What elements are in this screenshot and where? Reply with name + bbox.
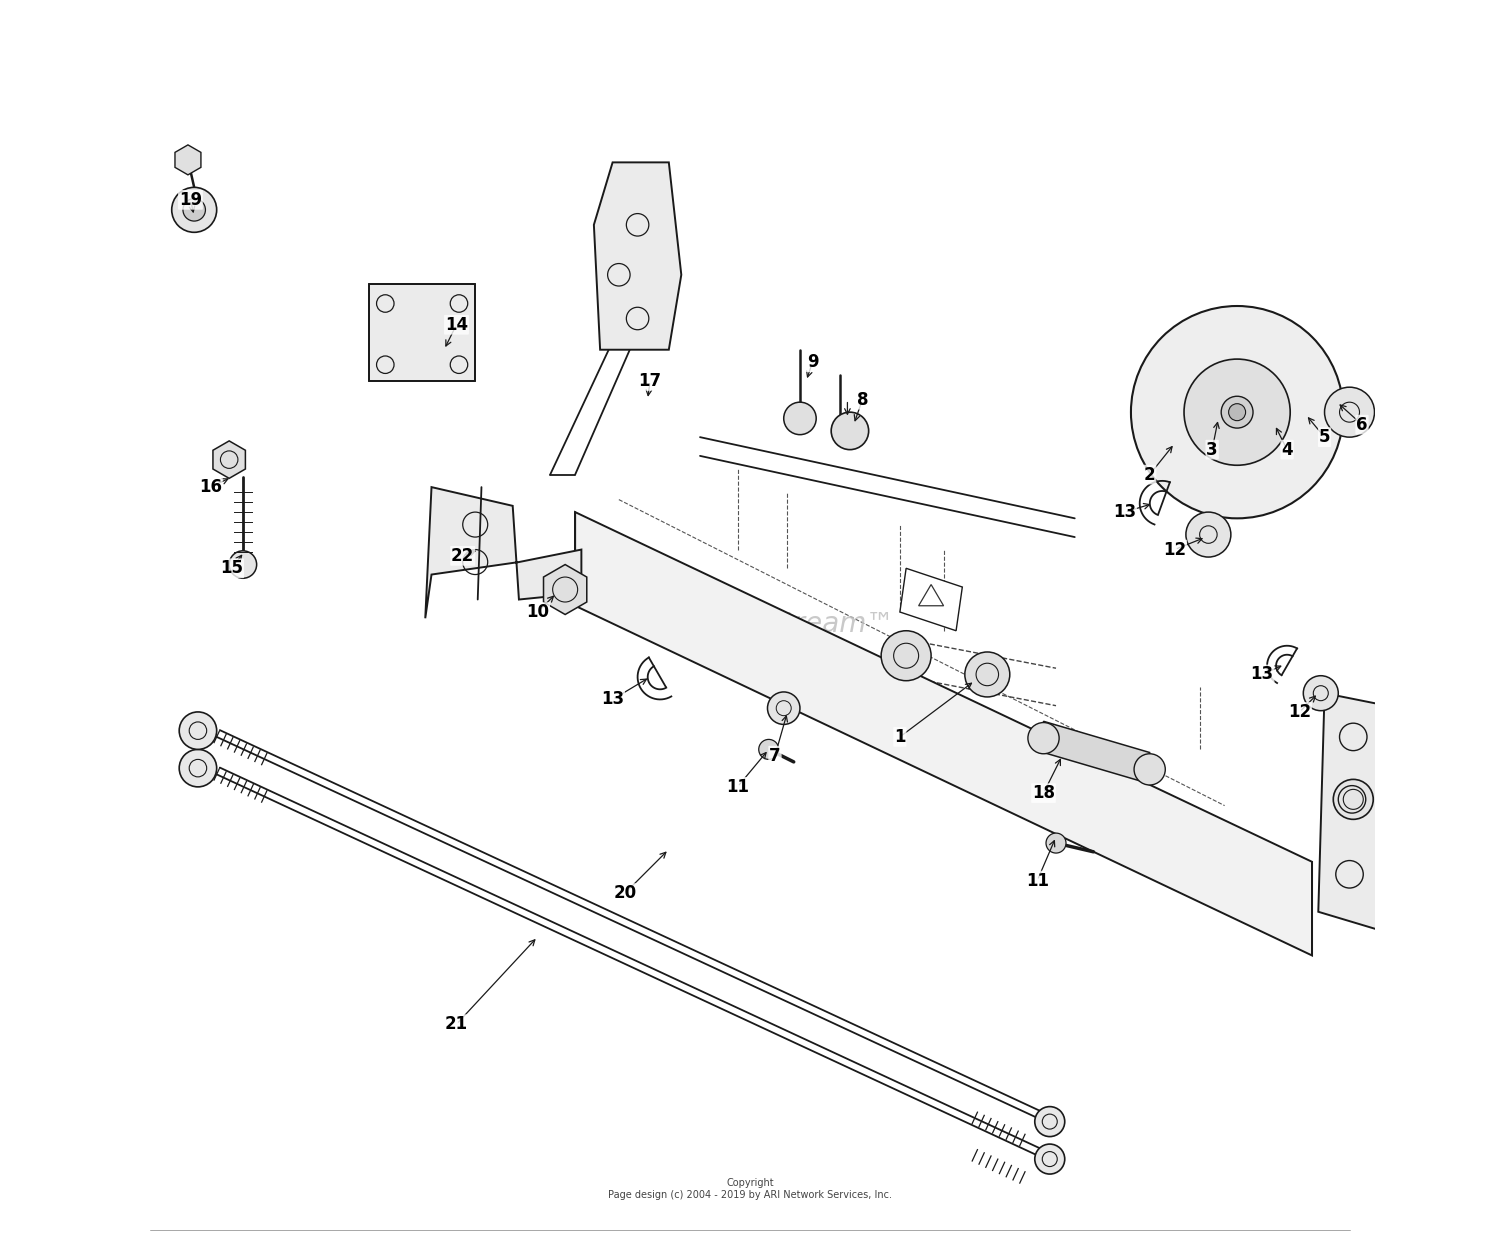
Circle shape <box>1184 360 1290 466</box>
Circle shape <box>783 402 816 435</box>
Text: 16: 16 <box>200 478 222 496</box>
Circle shape <box>1186 512 1231 557</box>
Text: Copyright
Page design (c) 2004 - 2019 by ARI Network Services, Inc.: Copyright Page design (c) 2004 - 2019 by… <box>608 1178 892 1200</box>
Text: 13: 13 <box>1113 503 1137 521</box>
Text: 19: 19 <box>178 191 203 209</box>
Text: 21: 21 <box>446 1015 468 1033</box>
Circle shape <box>964 652 1010 697</box>
Text: 2: 2 <box>1144 466 1155 483</box>
Text: 12: 12 <box>1162 541 1186 558</box>
Text: 9: 9 <box>807 353 819 371</box>
Circle shape <box>831 412 868 450</box>
Circle shape <box>230 551 256 578</box>
Bar <box>369 284 476 381</box>
Circle shape <box>1028 722 1059 754</box>
Circle shape <box>1046 833 1066 853</box>
Circle shape <box>1131 306 1344 518</box>
Text: 1: 1 <box>894 728 906 746</box>
Circle shape <box>1035 1144 1065 1174</box>
Text: 12: 12 <box>1288 703 1311 721</box>
Circle shape <box>1386 392 1425 432</box>
Text: 14: 14 <box>446 316 468 333</box>
Text: 8: 8 <box>856 391 868 408</box>
Text: 11: 11 <box>1026 872 1048 889</box>
Text: 10: 10 <box>526 603 549 621</box>
Text: 7: 7 <box>770 747 782 764</box>
Text: 4: 4 <box>1281 441 1293 458</box>
Circle shape <box>183 199 206 221</box>
Circle shape <box>1443 400 1468 425</box>
Circle shape <box>1304 676 1338 711</box>
Bar <box>369 284 476 381</box>
Circle shape <box>1334 779 1374 819</box>
Circle shape <box>880 631 932 681</box>
Polygon shape <box>1318 693 1388 931</box>
Text: 6: 6 <box>1356 416 1368 433</box>
Text: 18: 18 <box>1032 784 1054 802</box>
Polygon shape <box>213 441 246 478</box>
Circle shape <box>178 712 216 749</box>
Text: 13: 13 <box>602 691 624 708</box>
Text: 17: 17 <box>639 372 662 390</box>
Text: 22: 22 <box>452 547 474 565</box>
Text: 3: 3 <box>1206 441 1218 458</box>
Polygon shape <box>594 162 681 350</box>
Circle shape <box>768 692 800 724</box>
Polygon shape <box>1044 722 1149 784</box>
Circle shape <box>171 187 216 232</box>
Circle shape <box>1134 754 1166 786</box>
Circle shape <box>1228 403 1245 421</box>
Text: 13: 13 <box>1251 666 1274 683</box>
Circle shape <box>1035 1107 1065 1137</box>
Circle shape <box>178 749 216 787</box>
Text: ARI PartStream™: ARI PartStream™ <box>656 611 896 638</box>
Polygon shape <box>426 487 582 618</box>
Circle shape <box>1221 396 1252 428</box>
Text: 11: 11 <box>726 778 748 796</box>
Circle shape <box>759 739 778 759</box>
Polygon shape <box>900 568 963 631</box>
Polygon shape <box>176 145 201 175</box>
Circle shape <box>1324 387 1374 437</box>
Text: 15: 15 <box>220 560 243 577</box>
Text: 5: 5 <box>1318 428 1330 446</box>
Text: 20: 20 <box>614 884 636 902</box>
Polygon shape <box>574 512 1312 955</box>
Polygon shape <box>543 565 586 615</box>
